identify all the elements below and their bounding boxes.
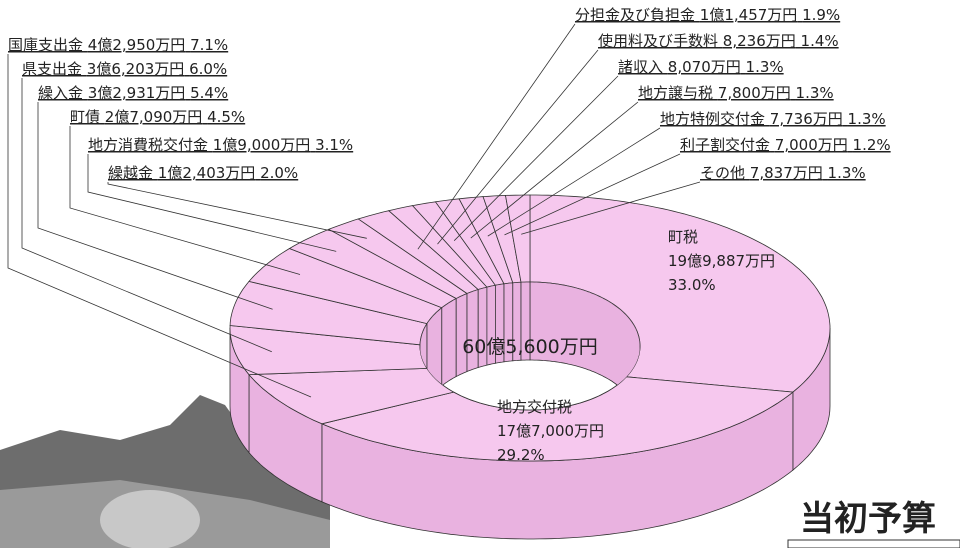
slice-label: 国庫支出金 4億2,950万円 7.1% <box>8 36 228 54</box>
slice-label: その他 7,837万円 1.3% <box>700 164 866 182</box>
value-label: 29.2% <box>497 446 545 464</box>
amount-label: 7,800万円 <box>718 84 791 102</box>
category-label: 繰入金 <box>38 84 83 102</box>
amount-label: 2億7,090万円 <box>105 108 203 126</box>
slice-label: 諸収入 8,070万円 1.3% <box>618 58 784 76</box>
category-label: 地方特例交付金 <box>660 110 765 128</box>
slice-label: 地方特例交付金 7,736万円 1.3% <box>660 110 886 128</box>
slice-label: 利子割交付金 7,000万円 1.2% <box>680 136 891 154</box>
slice-label: 県支出金 3億6,203万円 6.0% <box>22 60 227 78</box>
slice-label: 地方消費税交付金 1億9,000万円 3.1% <box>88 136 353 154</box>
chart: 町税 19億9,887万円 33.0% 地方交付税 17億7,000万円 29.2% 国庫支… <box>0 0 960 548</box>
value-label: 1.2% <box>853 136 891 154</box>
category-label: 地方交付税 <box>497 398 572 416</box>
value-label: 1.3% <box>848 110 886 128</box>
category-label: 繰越金 <box>108 164 153 182</box>
photo-dome <box>100 490 200 548</box>
heading: 当初予算 <box>800 499 936 539</box>
value-label: 1.9% <box>802 6 840 24</box>
slice-label: 繰入金 3億2,931万円 5.4% <box>38 84 228 102</box>
table-edge <box>788 540 960 548</box>
inner-wall-piece <box>442 299 456 386</box>
amount-label: 8,236万円 <box>723 32 796 50</box>
total-label: 60億5,600万円 <box>462 336 598 358</box>
category-label: 利子割交付金 <box>680 136 770 154</box>
category-label: 地方消費税交付金 <box>88 136 208 154</box>
value-label: 7.1% <box>190 36 228 54</box>
inner-wall-piece <box>467 290 478 372</box>
amount-label: 7,000万円 <box>775 136 848 154</box>
value-label: 5.4% <box>190 84 228 102</box>
slice-label: 地方譲与税 7,800万円 1.3% <box>638 84 834 102</box>
value-label: 1.3% <box>828 164 866 182</box>
category-label: 国庫支出金 <box>8 36 83 54</box>
slice-label: 町債 2億7,090万円 4.5% <box>70 108 245 126</box>
amount-label: 4億2,950万円 <box>88 36 186 54</box>
slice-label: 繰越金 1億2,403万円 2.0% <box>108 164 298 182</box>
value-label: 1.4% <box>801 32 839 50</box>
category-label: 分担金及び負担金 <box>575 6 695 24</box>
slice-label: 分担金及び負担金 1億1,457万円 1.9% <box>575 6 840 24</box>
category-label: 町税 <box>668 228 698 246</box>
category-label: 地方譲与税 <box>638 84 713 102</box>
value-label: 1.3% <box>746 58 784 76</box>
value-label: 33.0% <box>668 276 716 294</box>
value-label: 2.0% <box>260 164 298 182</box>
category-label: 使用料及び手数料 <box>598 32 718 50</box>
amount-label: 1億1,457万円 <box>700 6 798 24</box>
value-label: 6.0% <box>189 60 227 78</box>
amount-label: 3億6,203万円 <box>87 60 185 78</box>
category-label: 県支出金 <box>22 60 82 78</box>
amount-label: 1億9,000万円 <box>213 136 311 154</box>
amount-label: 8,070万円 <box>668 58 741 76</box>
value-label: 1.3% <box>796 84 834 102</box>
leader-line <box>38 102 273 309</box>
amount-label: 7,837万円 <box>750 164 823 182</box>
amount-label: 19億9,887万円 <box>668 252 775 270</box>
value-label: 4.5% <box>207 108 245 126</box>
value-label: 3.1% <box>315 136 353 154</box>
inner-wall-piece <box>456 294 467 377</box>
slice-label: 使用料及び手数料 8,236万円 1.4% <box>598 32 839 50</box>
category-label: 諸収入 <box>618 58 663 76</box>
category-label: 町債 <box>70 108 100 126</box>
amount-label: 3億2,931万円 <box>88 84 186 102</box>
amount-label: 17億7,000万円 <box>497 422 604 440</box>
category-label: その他 <box>700 164 745 182</box>
amount-label: 7,736万円 <box>770 110 843 128</box>
amount-label: 1億2,403万円 <box>158 164 256 182</box>
